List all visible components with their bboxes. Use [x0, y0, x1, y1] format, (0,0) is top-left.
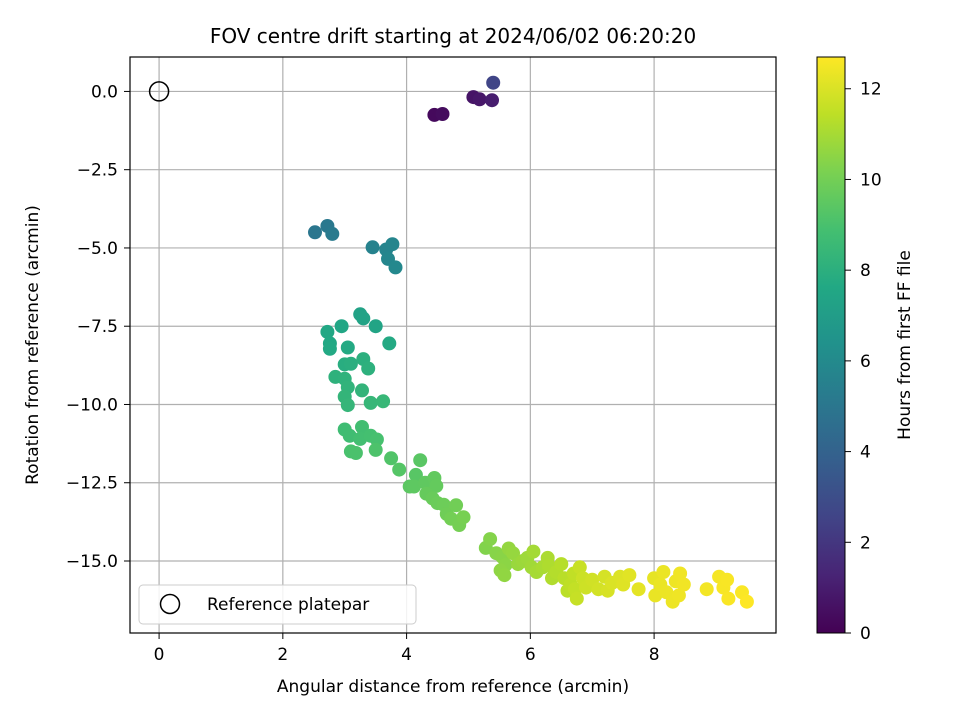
data-point [342, 428, 357, 443]
data-point [569, 591, 584, 606]
colorbar-label: Hours from first FF file [895, 250, 915, 440]
data-point [368, 319, 383, 334]
y-tick-label: −10.0 [66, 395, 118, 415]
reference-marker [148, 81, 170, 102]
data-point [325, 226, 340, 241]
data-point [376, 394, 391, 409]
colorbar-tick-label: 8 [860, 261, 871, 281]
data-point [648, 588, 663, 603]
data-point [340, 398, 355, 413]
x-tick-label: 0 [154, 645, 165, 665]
data-point [343, 356, 358, 371]
data-point [622, 568, 637, 583]
data-point [382, 336, 397, 351]
data-point [308, 225, 322, 240]
data-point [526, 544, 541, 559]
data-point [320, 324, 335, 339]
data-point [572, 560, 587, 575]
colorbar-ticks: 0 2 4 6 8 10 12 [845, 80, 882, 644]
data-point [334, 319, 349, 334]
x-tick-label: 2 [277, 645, 288, 665]
data-point [392, 462, 407, 477]
x-tick-label: 8 [649, 645, 660, 665]
data-point [671, 588, 686, 603]
y-tick-label: 0.0 [91, 82, 118, 102]
y-tick-label: −2.5 [77, 161, 118, 181]
data-point [721, 591, 736, 606]
colorbar-tick-label: 4 [860, 443, 871, 463]
data-point [554, 557, 569, 572]
data-point [355, 383, 369, 398]
grid-lines [130, 57, 776, 633]
plot-frame [129, 56, 777, 634]
x-axis-ticks: 0 2 4 6 8 [154, 633, 660, 665]
data-point [384, 451, 399, 466]
y-axis-label: Rotation from reference (arcmin) [23, 205, 43, 485]
data-point [355, 420, 369, 434]
x-tick-label: 4 [401, 645, 412, 665]
data-point [456, 510, 471, 525]
data-point [472, 92, 487, 107]
data-point [699, 582, 714, 597]
y-tick-label: −12.5 [66, 474, 118, 494]
data-point [485, 93, 499, 108]
data-point [656, 565, 671, 579]
colorbar-tick-label: 6 [860, 352, 871, 372]
data-point [363, 395, 378, 410]
data-point [356, 311, 371, 326]
data-point [408, 467, 423, 482]
data-point [368, 442, 383, 457]
data-point [385, 237, 400, 252]
data-point [429, 478, 444, 493]
data-point [720, 572, 735, 587]
data-point [486, 75, 501, 90]
data-point [435, 107, 450, 121]
legend-reference-marker [159, 593, 181, 615]
data-points [308, 75, 754, 609]
data-point [407, 479, 421, 494]
data-point [348, 446, 363, 460]
data-point [631, 582, 646, 597]
legend-box [138, 584, 417, 625]
x-tick-label: 6 [525, 645, 536, 665]
data-point [449, 498, 464, 513]
colorbar-tick-label: 0 [860, 624, 871, 644]
chart-title: FOV centre drift starting at 2024/06/02 … [210, 24, 696, 48]
colorbar-tick-label: 2 [860, 533, 871, 553]
y-axis-ticks: 0.0 −2.5 −5.0 −7.5 −10.0 −12.5 −15.0 [66, 82, 130, 572]
data-point [361, 361, 376, 376]
y-tick-label: −5.0 [77, 239, 118, 259]
data-point [322, 341, 337, 356]
legend: Reference platepar [138, 584, 417, 625]
data-point [413, 453, 428, 468]
x-axis-label: Angular distance from reference (arcmin) [277, 677, 629, 697]
data-point [506, 546, 520, 561]
data-point [739, 594, 754, 609]
data-point [340, 340, 355, 355]
data-point [483, 532, 498, 547]
reference-point-marker [148, 81, 170, 102]
data-point [388, 260, 403, 275]
colorbar-tick-label: 10 [860, 170, 882, 190]
data-point [365, 240, 380, 255]
data-point [353, 431, 368, 446]
colorbar-tick-label: 12 [860, 80, 882, 100]
data-point [497, 568, 512, 583]
data-point [369, 432, 384, 447]
data-point [676, 577, 691, 592]
y-tick-label: −7.5 [77, 317, 118, 337]
colorbar [816, 56, 846, 634]
data-point [673, 566, 688, 581]
y-tick-label: −15.0 [66, 552, 118, 572]
legend-label: Reference platepar [207, 595, 369, 615]
